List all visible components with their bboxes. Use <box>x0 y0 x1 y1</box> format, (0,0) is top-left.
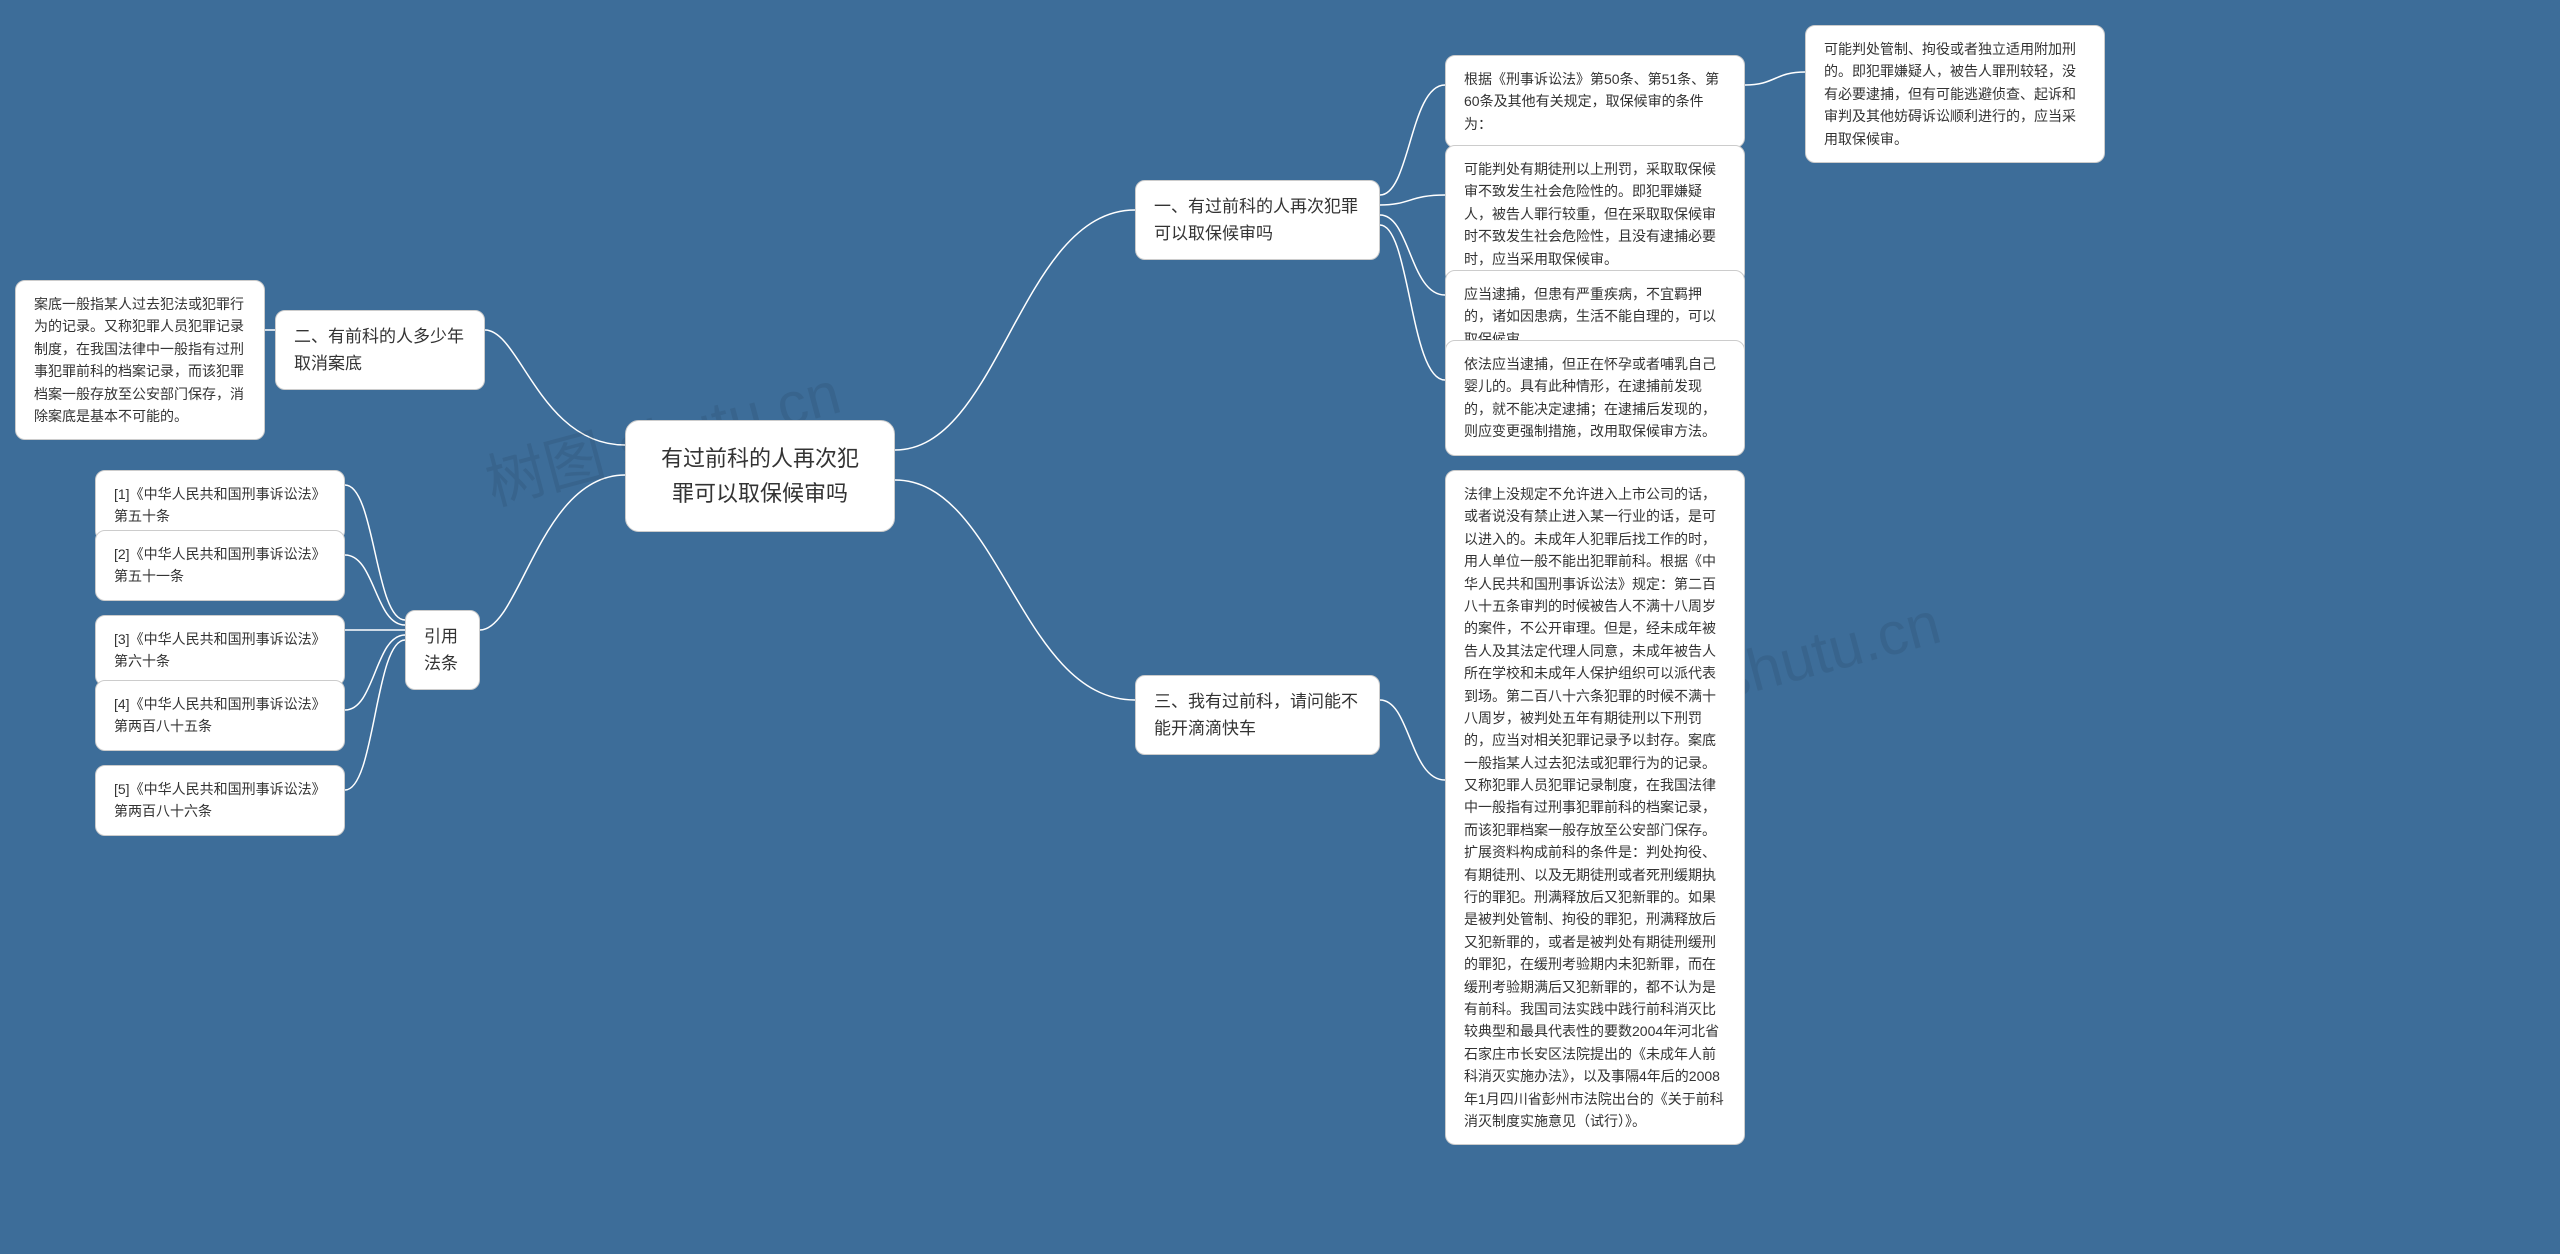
branch-1-leaf-2-text: 可能判处有期徒刑以上刑罚，采取取保候审不致发生社会危险性的。即犯罪嫌疑人，被告人… <box>1464 161 1716 267</box>
branch-4-leaf-5: [5]《中华人民共和国刑事诉讼法》第两百八十六条 <box>95 765 345 836</box>
branch-4-leaf-5-text: [5]《中华人民共和国刑事诉讼法》第两百八十六条 <box>114 781 326 819</box>
branch-4-leaf-3-text: [3]《中华人民共和国刑事诉讼法》第六十条 <box>114 631 326 669</box>
branch-4-leaf-3: [3]《中华人民共和国刑事诉讼法》第六十条 <box>95 615 345 686</box>
branch-2-leaf: 案底一般指某人过去犯法或犯罪行为的记录。又称犯罪人员犯罪记录制度，在我国法律中一… <box>15 280 265 440</box>
branch-3-leaf-text: 法律上没规定不允许进入上市公司的话，或者说没有禁止进入某一行业的话，是可以进入的… <box>1464 486 1724 1129</box>
branch-3: 三、我有过前科，请问能不能开滴滴快车 <box>1135 675 1380 755</box>
branch-4-leaf-1-text: [1]《中华人民共和国刑事诉讼法》第五十条 <box>114 486 326 524</box>
branch-1-intro: 根据《刑事诉讼法》第50条、第51条、第60条及其他有关规定，取保候审的条件为： <box>1445 55 1745 148</box>
branch-2-leaf-text: 案底一般指某人过去犯法或犯罪行为的记录。又称犯罪人员犯罪记录制度，在我国法律中一… <box>34 296 244 424</box>
branch-1: 一、有过前科的人再次犯罪可以取保候审吗 <box>1135 180 1380 260</box>
branch-4: 引用法条 <box>405 610 480 690</box>
branch-4-leaf-2-text: [2]《中华人民共和国刑事诉讼法》第五十一条 <box>114 546 326 584</box>
center-text: 有过前科的人再次犯罪可以取保候审吗 <box>661 446 859 506</box>
branch-4-leaf-2: [2]《中华人民共和国刑事诉讼法》第五十一条 <box>95 530 345 601</box>
branch-1-intro-text: 根据《刑事诉讼法》第50条、第51条、第60条及其他有关规定，取保候审的条件为： <box>1464 71 1719 132</box>
branch-1-leaf-1-text: 可能判处管制、拘役或者独立适用附加刑的。即犯罪嫌疑人，被告人罪刑较轻，没有必要逮… <box>1824 41 2076 147</box>
branch-4-leaf-4: [4]《中华人民共和国刑事诉讼法》第两百八十五条 <box>95 680 345 751</box>
branch-1-leaf-4-text: 依法应当逮捕，但正在怀孕或者哺乳自己婴儿的。具有此种情形，在逮捕前发现的，就不能… <box>1464 356 1716 439</box>
branch-3-leaf: 法律上没规定不允许进入上市公司的话，或者说没有禁止进入某一行业的话，是可以进入的… <box>1445 470 1745 1145</box>
branch-1-leaf-2: 可能判处有期徒刑以上刑罚，采取取保候审不致发生社会危险性的。即犯罪嫌疑人，被告人… <box>1445 145 1745 283</box>
branch-1-leaf-4: 依法应当逮捕，但正在怀孕或者哺乳自己婴儿的。具有此种情形，在逮捕前发现的，就不能… <box>1445 340 1745 456</box>
branch-1-title: 一、有过前科的人再次犯罪可以取保候审吗 <box>1154 197 1358 243</box>
branch-4-title: 引用法条 <box>424 627 458 673</box>
branch-3-title: 三、我有过前科，请问能不能开滴滴快车 <box>1154 692 1358 738</box>
branch-1-leaf-3-text: 应当逮捕，但患有严重疾病，不宜羁押的，诸如因患病，生活不能自理的，可以取保候审。 <box>1464 286 1716 347</box>
branch-2: 二、有前科的人多少年取消案底 <box>275 310 485 390</box>
center-node: 有过前科的人再次犯罪可以取保候审吗 <box>625 420 895 532</box>
branch-2-title: 二、有前科的人多少年取消案底 <box>294 327 464 373</box>
branch-4-leaf-4-text: [4]《中华人民共和国刑事诉讼法》第两百八十五条 <box>114 696 326 734</box>
branch-1-leaf-1: 可能判处管制、拘役或者独立适用附加刑的。即犯罪嫌疑人，被告人罪刑较轻，没有必要逮… <box>1805 25 2105 163</box>
